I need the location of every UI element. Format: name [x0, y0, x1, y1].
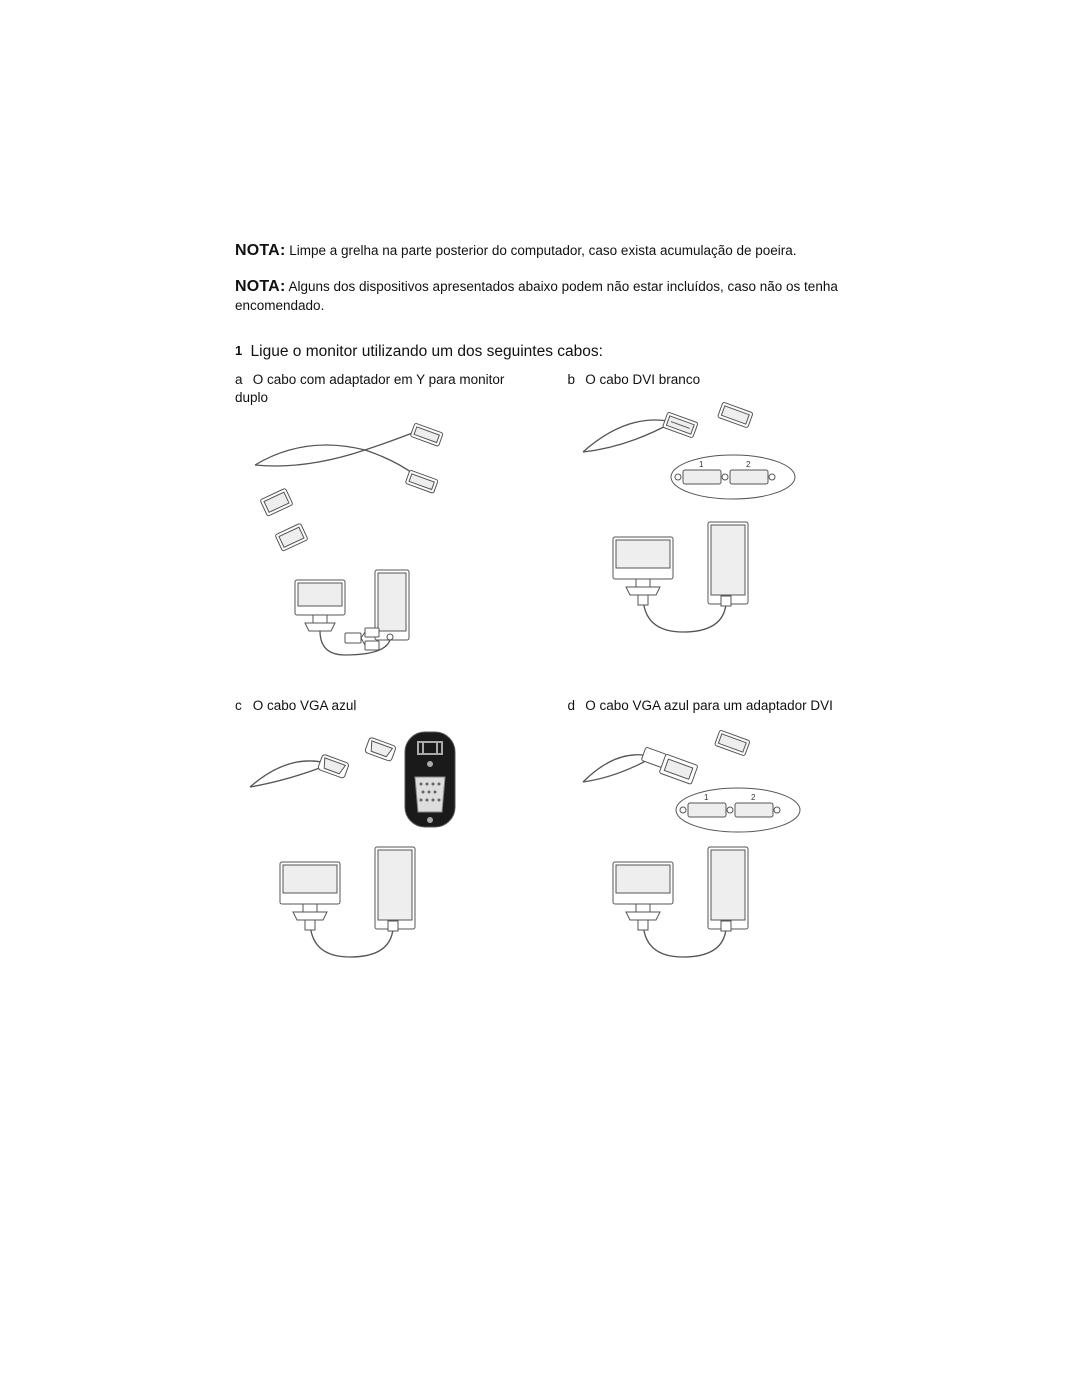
option-a-text: O cabo com adaptador em Y para monitor d…	[235, 372, 504, 405]
svg-text:2: 2	[746, 460, 751, 469]
note-2: NOTA: Alguns dos dispositivos apresentad…	[235, 276, 870, 316]
option-c-label: c O cabo VGA azul	[235, 697, 538, 715]
option-b: b O cabo DVI branco	[568, 371, 871, 674]
option-d-text: O cabo VGA azul para um adaptador DVI	[585, 698, 833, 713]
option-c-text: O cabo VGA azul	[253, 698, 357, 713]
note-1: NOTA: Limpe a grelha na parte posterior …	[235, 240, 870, 262]
diagram-a-icon	[235, 415, 485, 675]
svg-text:1: 1	[704, 793, 709, 802]
option-b-key: b	[568, 371, 582, 389]
note-label-1: NOTA:	[235, 242, 285, 259]
step-text: Ligue o monitor utilizando um dos seguin…	[251, 343, 603, 360]
step-number: 1	[235, 343, 242, 358]
option-a-label: a O cabo com adaptador em Y para monitor…	[235, 371, 538, 406]
svg-text:1: 1	[699, 460, 704, 469]
option-a: a O cabo com adaptador em Y para monitor…	[235, 371, 538, 674]
option-b-label: b O cabo DVI branco	[568, 371, 871, 389]
option-d: d O cabo VGA azul para um adaptador DVI	[568, 697, 871, 983]
option-c: c O cabo VGA azul	[235, 697, 538, 983]
option-d-key: d	[568, 697, 582, 715]
options-grid: a O cabo com adaptador em Y para monitor…	[235, 371, 870, 982]
diagram-c-icon	[235, 722, 485, 982]
option-a-key: a	[235, 371, 249, 389]
diagram-b-icon: 1 2	[568, 397, 818, 657]
svg-text:2: 2	[751, 793, 756, 802]
diagram-d-icon: 1 2	[568, 722, 818, 982]
step-1: 1 Ligue o monitor utilizando um dos segu…	[235, 343, 870, 361]
note-label-2: NOTA:	[235, 278, 285, 295]
note-text-2: Alguns dos dispositivos apresentados aba…	[235, 279, 838, 314]
option-c-key: c	[235, 697, 249, 715]
note-text-1: Limpe a grelha na parte posterior do com…	[289, 243, 796, 258]
option-b-text: O cabo DVI branco	[585, 372, 700, 387]
option-d-label: d O cabo VGA azul para um adaptador DVI	[568, 697, 871, 715]
